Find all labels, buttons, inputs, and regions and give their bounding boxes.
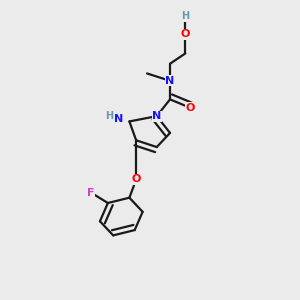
Text: H: H (181, 11, 189, 21)
Text: O: O (185, 103, 194, 112)
Text: N: N (115, 114, 124, 124)
Text: O: O (181, 29, 190, 39)
Text: F: F (87, 188, 95, 198)
Text: N: N (165, 76, 175, 86)
Text: N: N (152, 111, 161, 121)
Text: H: H (106, 110, 114, 121)
Text: O: O (131, 174, 141, 184)
